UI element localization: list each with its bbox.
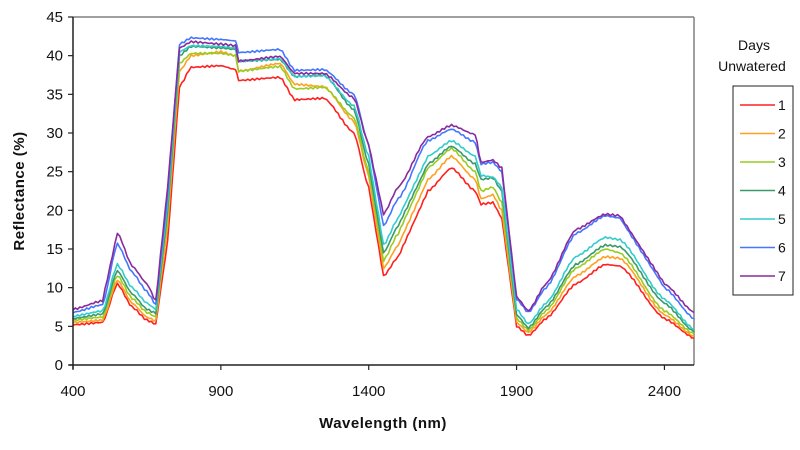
- y-tick-label: 30: [46, 125, 63, 142]
- y-tick-label: 10: [46, 280, 63, 297]
- legend-label-3: 3: [778, 154, 786, 170]
- legend-label-4: 4: [778, 183, 786, 199]
- y-tick-label: 15: [46, 241, 63, 258]
- legend-label-2: 2: [778, 126, 786, 142]
- series-line-5: [72, 44, 695, 331]
- plot-area: [73, 16, 695, 365]
- x-tick-label: 1900: [500, 383, 533, 400]
- y-tick-label: 0: [55, 357, 63, 374]
- legend-items: 1 2 3 4 5 6 7: [740, 97, 786, 284]
- y-tick-label: 20: [46, 202, 63, 219]
- legend-title-line1: Days: [738, 37, 770, 53]
- series-line-1: [72, 64, 695, 339]
- y-tick-label: 5: [55, 318, 63, 335]
- x-tick-label: 1400: [352, 383, 385, 400]
- legend-label-1: 1: [778, 97, 786, 113]
- axes: [69, 17, 694, 369]
- x-axis-title: Wavelength (nm): [319, 415, 447, 432]
- legend-title-line2: Unwatered: [718, 58, 786, 74]
- x-tick-label: 400: [60, 383, 85, 400]
- legend-label-7: 7: [778, 268, 786, 284]
- x-tick-label: 2400: [648, 383, 681, 400]
- legend-label-6: 6: [778, 240, 786, 256]
- series-layer: [72, 36, 695, 339]
- series-line-7: [72, 40, 695, 314]
- series-line-4: [72, 44, 695, 333]
- legend: Days Unwatered 1 2 3 4 5 6 7: [718, 37, 794, 296]
- x-tick-label: 900: [208, 383, 233, 400]
- series-line-2: [72, 50, 695, 338]
- y-tick-label: 45: [46, 9, 63, 26]
- y-tick-label: 40: [46, 48, 63, 65]
- y-axis-title: Reflectance (%): [11, 131, 28, 250]
- series-line-6: [72, 36, 695, 320]
- y-tick-label: 25: [46, 164, 63, 181]
- y-ticks: 0 5 10 15 20 25 30 35 40 45: [46, 9, 73, 374]
- legend-label-5: 5: [778, 211, 786, 227]
- x-ticks: 400 900 1400 1900 2400: [60, 365, 681, 400]
- y-tick-label: 35: [46, 86, 63, 103]
- series-line-3: [72, 51, 695, 335]
